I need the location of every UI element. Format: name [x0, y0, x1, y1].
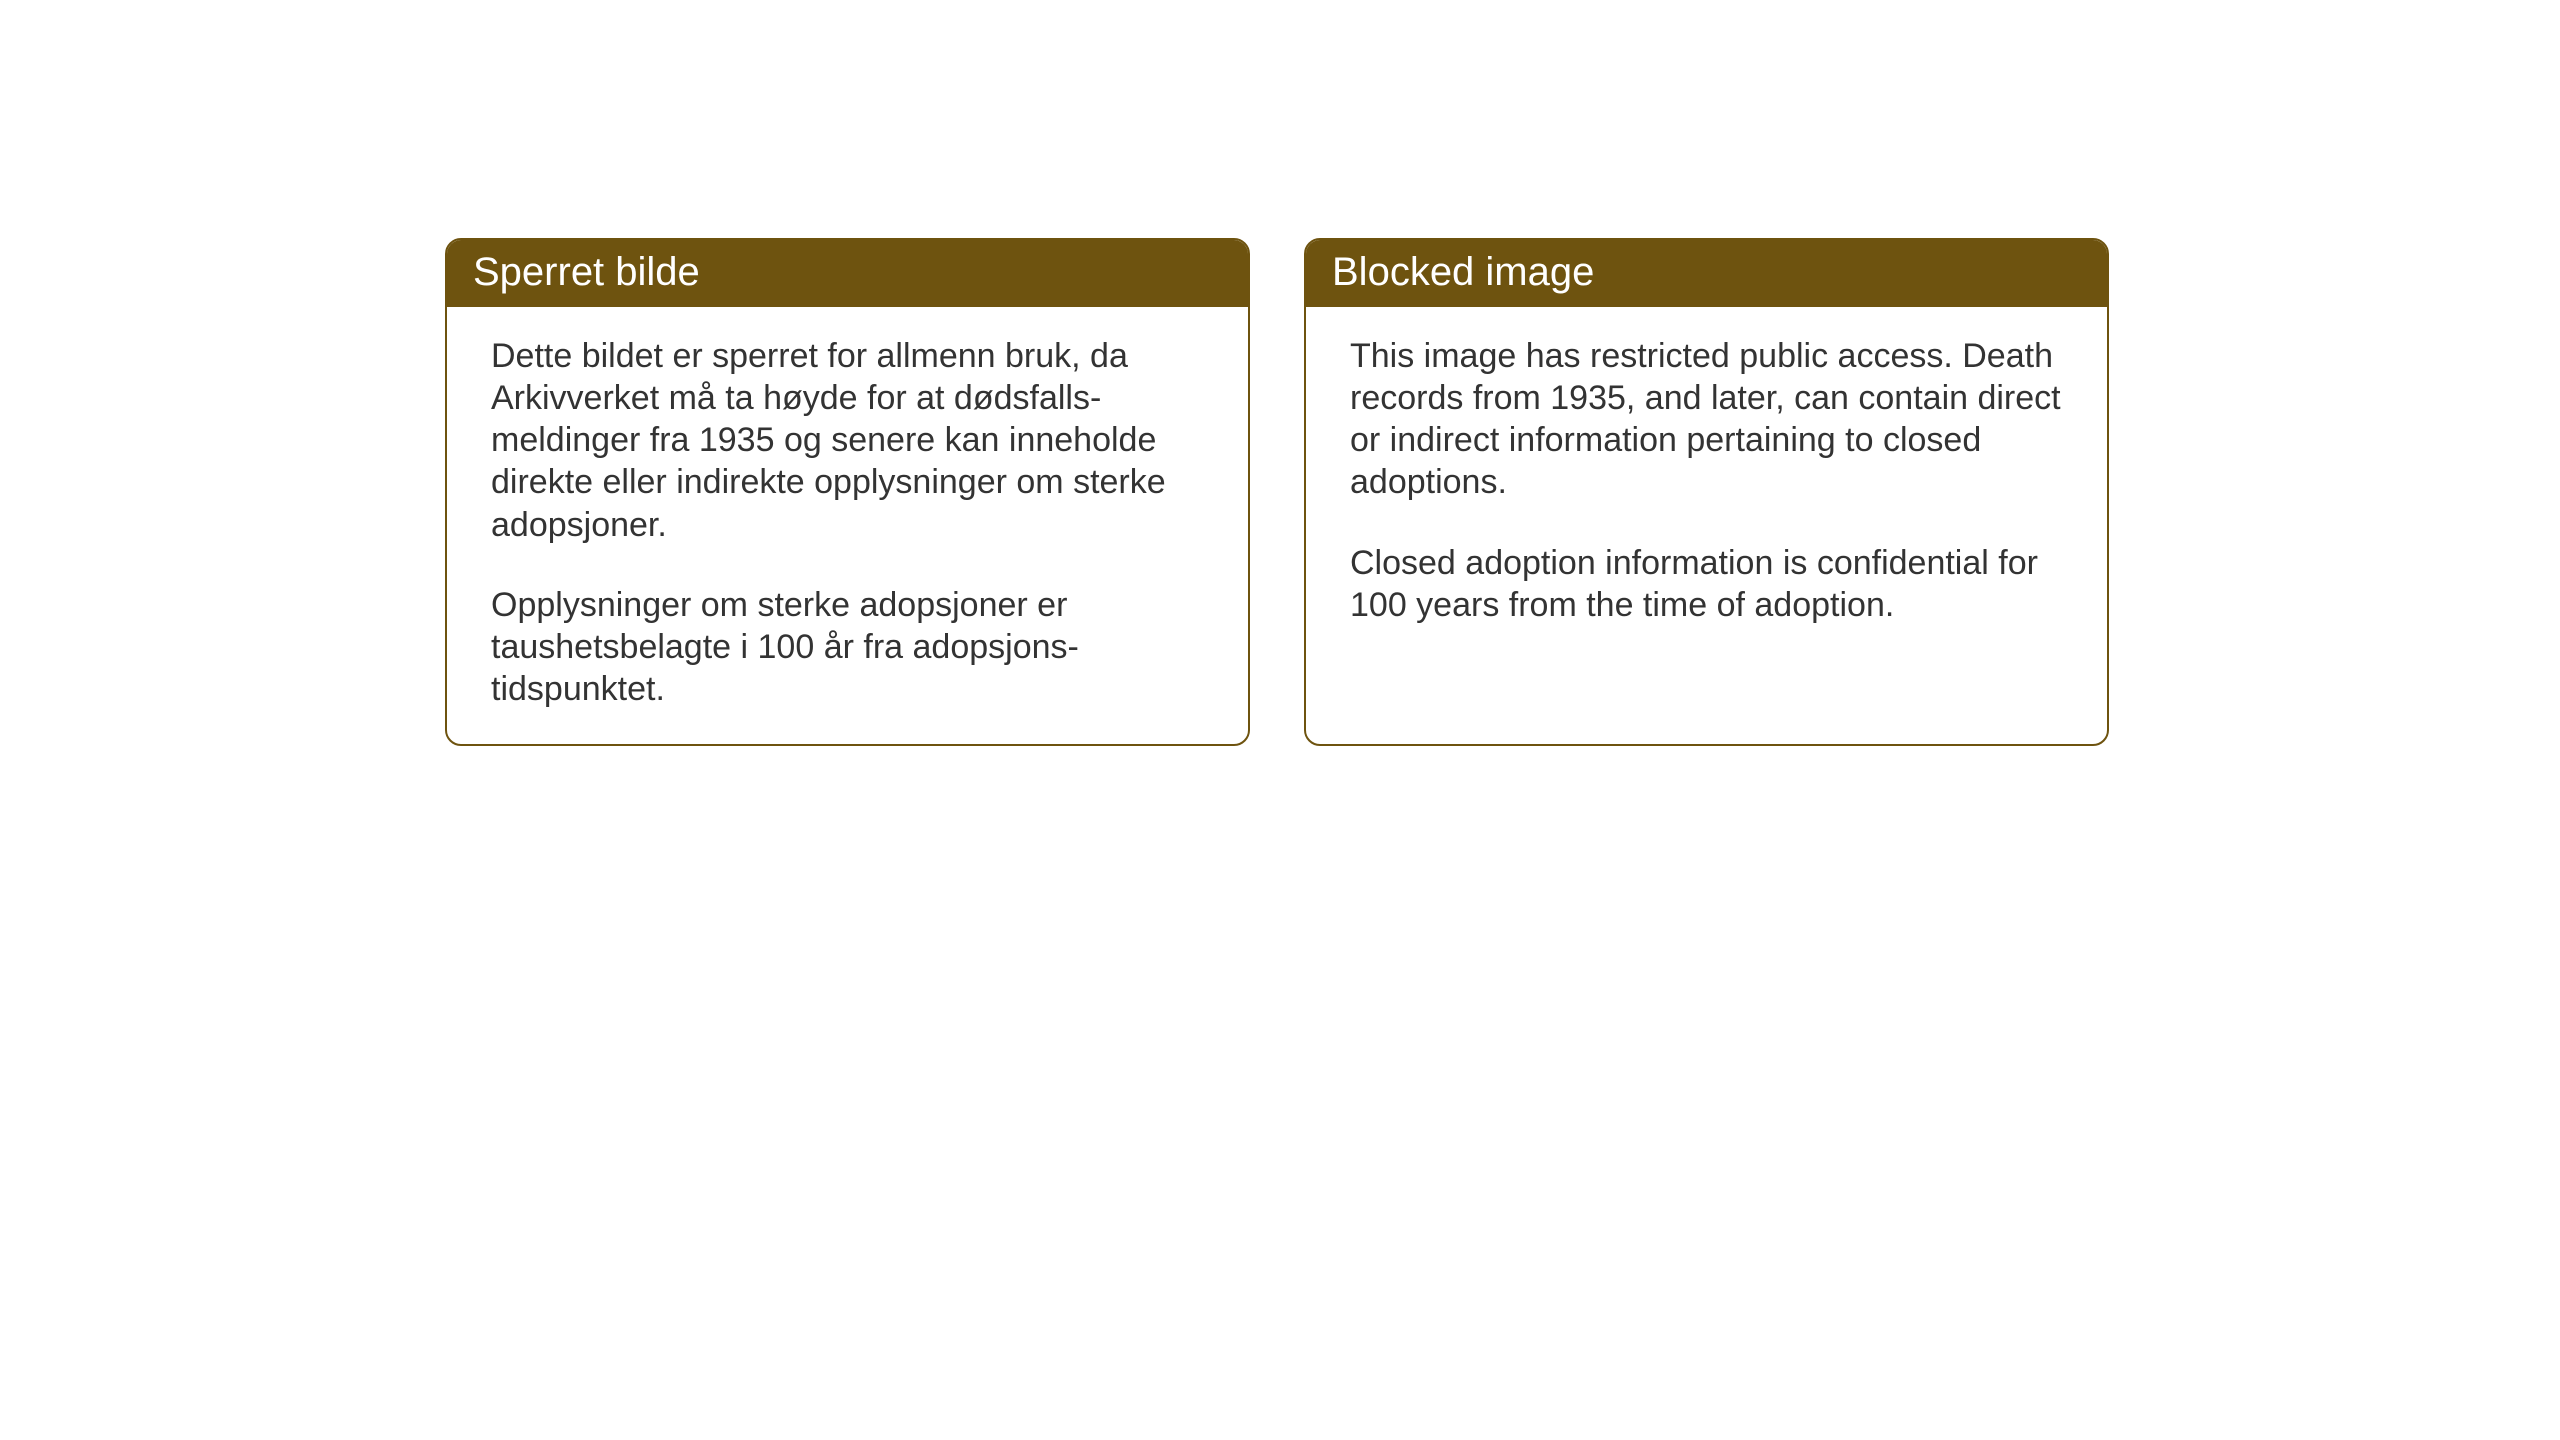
notice-paragraph: Dette bildet er sperret for allmenn bruk…	[491, 335, 1204, 546]
notice-paragraph: This image has restricted public access.…	[1350, 335, 2063, 504]
notice-paragraph: Opplysninger om sterke adopsjoner er tau…	[491, 584, 1204, 710]
notice-container: Sperret bilde Dette bildet er sperret fo…	[0, 0, 2560, 746]
card-body-english: This image has restricted public access.…	[1306, 307, 2107, 654]
card-header-norwegian: Sperret bilde	[447, 240, 1248, 307]
notice-card-norwegian: Sperret bilde Dette bildet er sperret fo…	[445, 238, 1250, 746]
card-body-norwegian: Dette bildet er sperret for allmenn bruk…	[447, 307, 1248, 738]
notice-card-english: Blocked image This image has restricted …	[1304, 238, 2109, 746]
notice-paragraph: Closed adoption information is confident…	[1350, 542, 2063, 626]
card-header-english: Blocked image	[1306, 240, 2107, 307]
